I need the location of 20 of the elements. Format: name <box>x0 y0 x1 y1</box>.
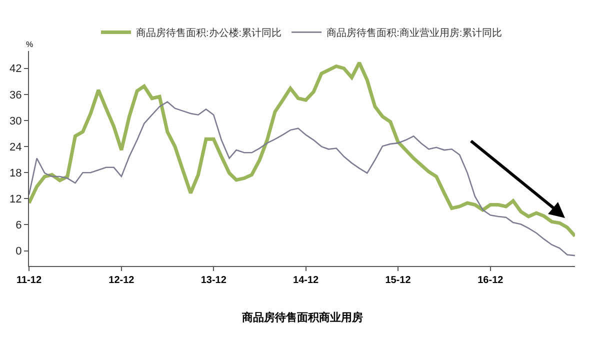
y-tick-label: 12 <box>10 194 22 206</box>
x-tick-label: 14-12 <box>293 275 320 286</box>
x-tick-label: 11-12 <box>16 275 42 286</box>
legend-label: 商品房待售面积:商业营业用房:累计同比 <box>326 27 502 40</box>
y-tick-label: 30 <box>10 115 22 128</box>
y-tick-label: 42 <box>10 63 22 76</box>
y-tick-label: 24 <box>10 141 22 154</box>
x-tick-label: 16-12 <box>478 275 504 286</box>
x-tick-label: 12-12 <box>108 275 135 286</box>
y-tick-label: 18 <box>10 167 22 180</box>
x-tick-label: 13-12 <box>200 275 227 286</box>
y-tick-label: 36 <box>10 89 22 102</box>
line-series <box>29 101 575 256</box>
legend-label: 商品房待售面积:办公楼:累计同比 <box>136 27 282 40</box>
y-axis-title: % <box>26 40 34 49</box>
line-series <box>29 60 575 238</box>
y-tick-label: 6 <box>16 220 22 232</box>
x-tick-label: 15-12 <box>385 275 412 286</box>
text: 商品房待售面积商业用房 <box>241 311 363 324</box>
y-tick-label: 0 <box>16 246 22 258</box>
